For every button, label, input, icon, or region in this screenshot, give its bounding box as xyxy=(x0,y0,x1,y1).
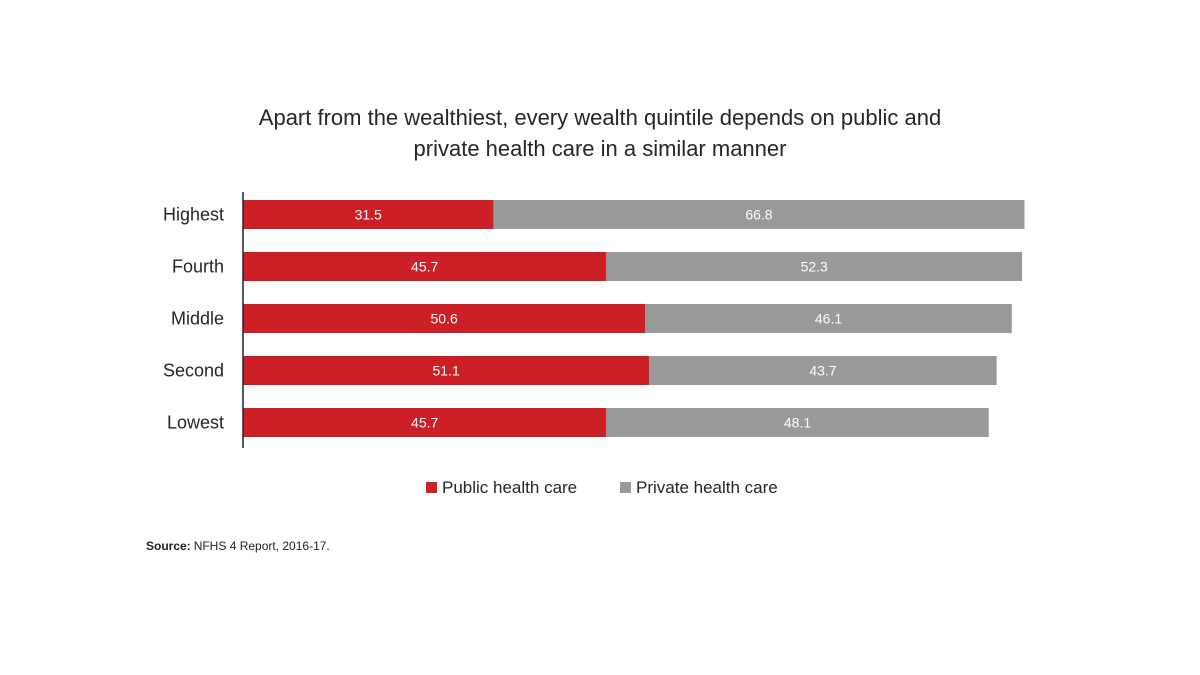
bar-highest-public xyxy=(243,200,494,229)
data-label-second-public: 51.1 xyxy=(432,363,459,379)
data-label-lowest-public: 45.7 xyxy=(411,415,438,431)
data-label-middle-public: 50.6 xyxy=(431,311,458,327)
data-label-highest-public: 31.5 xyxy=(355,207,382,223)
source-text: NFHS 4 Report, 2016-17. xyxy=(193,539,330,553)
legend-swatch-public xyxy=(426,482,437,493)
data-label-middle-private: 46.1 xyxy=(815,311,842,327)
data-label-lowest-private: 48.1 xyxy=(784,415,811,431)
bar-fourth-public xyxy=(243,252,607,281)
source-label: Source: xyxy=(146,539,191,553)
bar-highest-private xyxy=(493,200,1025,229)
category-label-second: Second xyxy=(163,361,224,381)
category-label-fourth: Fourth xyxy=(172,257,224,277)
bar-lowest-public xyxy=(243,408,607,437)
data-label-fourth-private: 52.3 xyxy=(801,259,828,275)
category-label-highest: Highest xyxy=(163,205,224,225)
data-label-fourth-public: 45.7 xyxy=(411,259,438,275)
data-label-second-private: 43.7 xyxy=(809,363,836,379)
chart-title-line-2: private health care in a similar manner xyxy=(413,136,787,161)
legend-label-private: Private health care xyxy=(636,478,778,497)
data-label-highest-private: 66.8 xyxy=(745,207,772,223)
category-label-middle: Middle xyxy=(171,309,224,329)
bar-second-private xyxy=(649,356,997,385)
bar-fourth-private xyxy=(606,252,1023,281)
bar-lowest-private xyxy=(606,408,989,437)
chart-title-line-1: Apart from the wealthiest, every wealth … xyxy=(258,105,942,130)
bar-middle-private xyxy=(645,304,1012,333)
category-label-lowest: Lowest xyxy=(167,413,224,433)
source-note: Source: NFHS 4 Report, 2016-17. xyxy=(146,539,330,553)
legend-label-public: Public health care xyxy=(442,478,577,497)
bar-middle-public xyxy=(243,304,646,333)
bar-second-public xyxy=(243,356,650,385)
chart-title: Apart from the wealthiest, every wealth … xyxy=(200,102,1000,164)
legend-swatch-private xyxy=(620,482,631,493)
